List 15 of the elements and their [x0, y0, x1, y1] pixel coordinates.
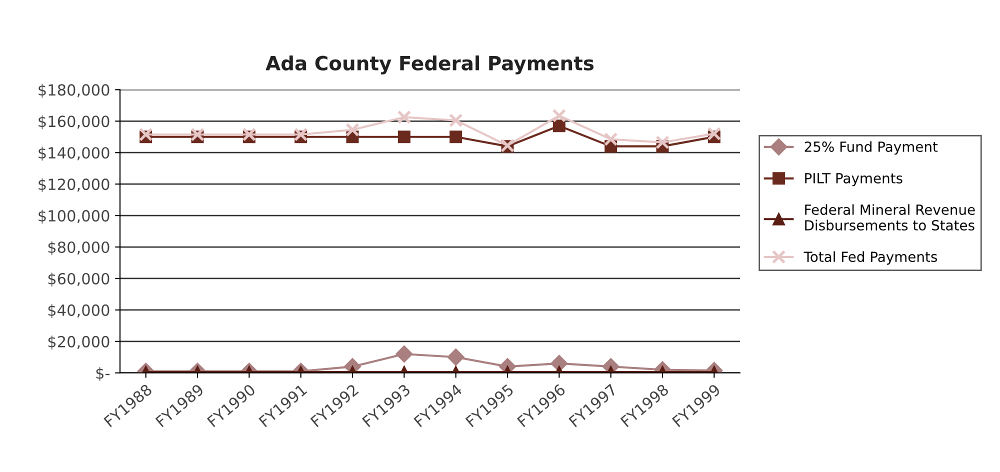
- chart-title: Ada County Federal Payments: [266, 55, 594, 74]
- y-tick-label: $140,000: [38, 146, 110, 161]
- y-tick-label: $-: [96, 367, 110, 381]
- y-tick-label: $40,000: [48, 304, 110, 318]
- y-tick-label: $60,000: [48, 272, 110, 287]
- y-tick-label: $160,000: [38, 115, 110, 130]
- legend-label: Federal Mineral Revenue Disbursements to States: [805, 204, 975, 231]
- y-tick-label: $120,000: [38, 178, 110, 192]
- legend-label: 25% Fund Payment: [804, 141, 938, 155]
- legend-label: PILT Payments: [805, 173, 902, 186]
- y-tick-label: $20,000: [48, 336, 110, 350]
- y-tick-label: $180,000: [38, 84, 110, 98]
- legend-label: Total Fed Payments: [804, 251, 937, 265]
- y-tick-label: $100,000: [38, 210, 110, 224]
- y-tick-label: $80,000: [48, 241, 110, 256]
